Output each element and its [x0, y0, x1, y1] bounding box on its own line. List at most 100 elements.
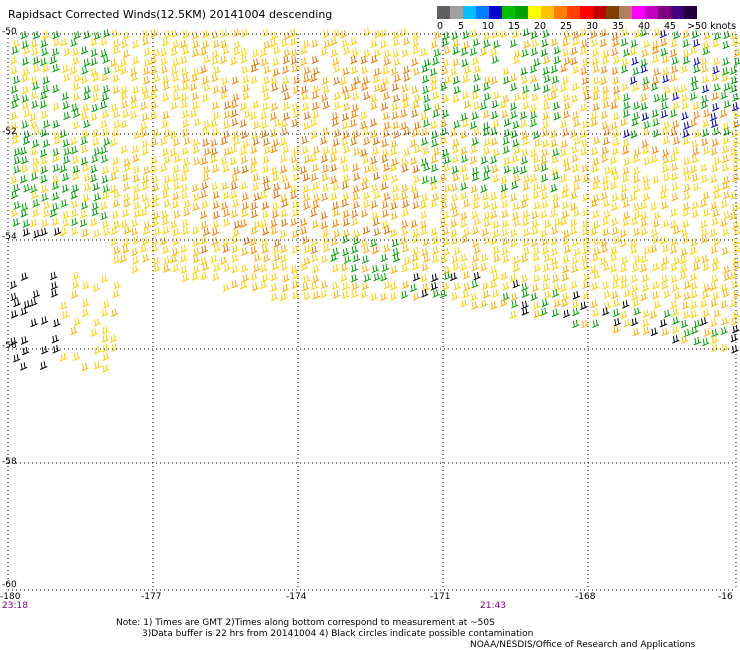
legend-swatch [502, 6, 515, 19]
wind-barb [470, 29, 478, 38]
wind-barb [270, 283, 278, 293]
wind-barb [631, 291, 639, 301]
wind-barb [460, 191, 469, 200]
wind-barb [300, 226, 308, 236]
wind-barb [220, 136, 229, 146]
wind-barb [571, 238, 580, 247]
wind-barb [721, 73, 729, 83]
wind-barb [620, 38, 629, 47]
wind-barb [370, 238, 378, 248]
wind-barb [289, 28, 298, 38]
wind-barb [392, 94, 401, 103]
wind-barb [430, 182, 438, 191]
wind-barb [103, 137, 111, 147]
wind-barb [492, 174, 500, 183]
wind-barb [730, 31, 739, 40]
wind-barb [50, 281, 59, 291]
wind-barb [641, 139, 649, 148]
wind-barb [710, 282, 718, 291]
wind-barb [381, 200, 389, 210]
wind-barb [611, 146, 620, 156]
wind-barb [431, 273, 439, 283]
wind-barb [400, 121, 408, 131]
wind-barb [239, 219, 248, 228]
wind-barb [71, 200, 79, 209]
wind-barb [303, 201, 311, 211]
wind-barb [222, 237, 230, 247]
wind-barb [282, 76, 290, 85]
wind-barb [211, 237, 219, 246]
wind-barb [732, 163, 740, 172]
wind-barb [633, 227, 641, 237]
wind-barb [380, 102, 389, 111]
wind-barb [382, 111, 391, 121]
wind-barb [623, 101, 631, 110]
wind-barb [321, 192, 329, 202]
wind-barb [119, 254, 128, 263]
wind-barb [212, 164, 220, 174]
wind-barb [722, 121, 731, 131]
wind-barb [630, 245, 638, 255]
wind-barb [533, 309, 542, 319]
wind-barb [670, 39, 679, 48]
wind-barb [513, 255, 521, 265]
wind-barb [613, 317, 621, 327]
wind-barb [653, 300, 662, 309]
wind-barb [610, 101, 618, 110]
wind-barb [132, 174, 141, 183]
wind-barb [30, 120, 38, 129]
wind-barb [279, 137, 288, 147]
wind-barb [471, 262, 479, 272]
wind-barb [162, 111, 170, 120]
wind-barb [681, 228, 689, 237]
wind-barb [343, 102, 351, 112]
wind-barb [551, 75, 560, 85]
wind-barb [640, 254, 649, 264]
wind-barb [633, 29, 641, 39]
wind-barb [582, 207, 590, 217]
legend-swatch [671, 6, 684, 19]
wind-barb [402, 99, 410, 109]
wind-barb [213, 243, 221, 253]
wind-barb [691, 139, 699, 149]
wind-barb [662, 136, 671, 145]
wind-barb [463, 65, 472, 75]
wind-barb [210, 119, 219, 128]
wind-barb [160, 57, 168, 66]
wind-barb [333, 101, 341, 110]
wind-barb [203, 147, 212, 156]
wind-barb [250, 246, 258, 255]
wind-barb [661, 93, 669, 103]
wind-barb [540, 210, 548, 219]
wind-barb [83, 183, 92, 192]
wind-barb [571, 154, 579, 163]
wind-barb [709, 228, 718, 237]
wind-barb [670, 245, 678, 255]
wind-barb [273, 182, 281, 192]
legend-swatch [567, 6, 580, 19]
wind-barb [280, 244, 288, 254]
wind-barb [213, 111, 221, 121]
wind-barb [540, 174, 549, 183]
wind-barb [30, 39, 39, 49]
wind-barb [732, 173, 740, 183]
wind-barb [123, 193, 131, 202]
wind-barb [351, 281, 359, 291]
legend-label: 25 [560, 21, 573, 32]
wind-barb [519, 119, 528, 129]
wind-barb [310, 173, 319, 182]
wind-barb [543, 55, 551, 65]
wind-barb [21, 164, 29, 173]
legend-swatch [515, 6, 528, 19]
wind-barb [682, 310, 691, 319]
wind-barb [342, 130, 350, 140]
wind-barb [132, 235, 141, 245]
wind-barb [211, 101, 220, 110]
wind-barb [342, 67, 350, 76]
wind-barb [61, 92, 70, 101]
wind-barb [490, 47, 498, 57]
wind-barb [720, 283, 729, 292]
wind-barb [90, 67, 98, 77]
wind-barb [563, 56, 572, 66]
wind-barb [682, 166, 691, 175]
